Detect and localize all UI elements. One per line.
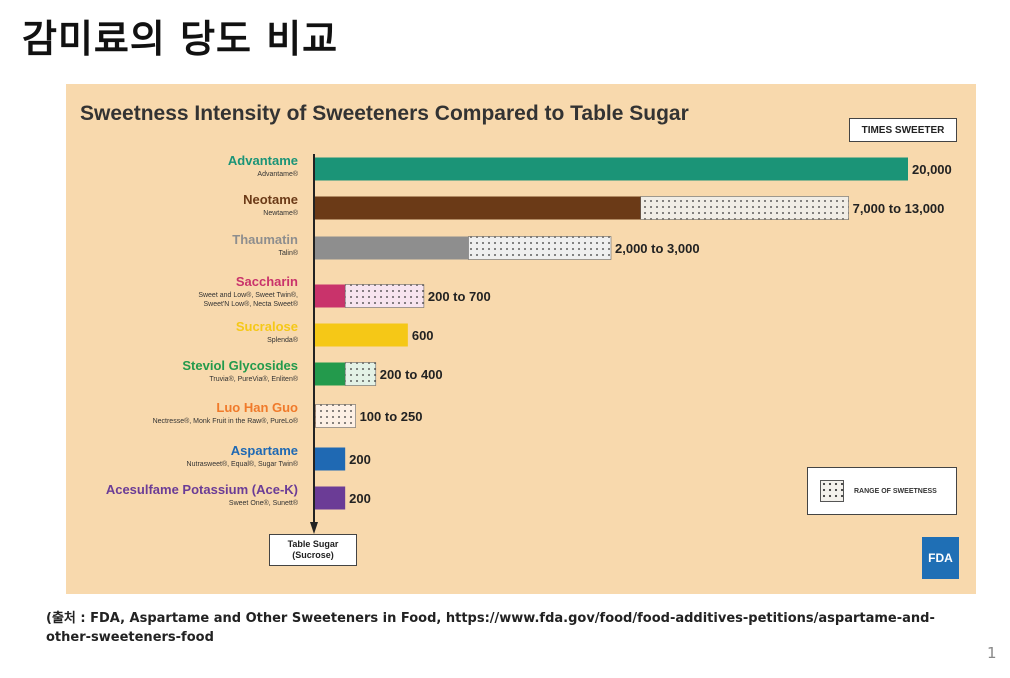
slide-title: 감미료의 당도 비교: [22, 17, 339, 61]
baseline-label-line1: Table Sugar: [287, 539, 339, 549]
source-line-2: other-sweeteners-food: [46, 630, 214, 645]
brand-label-4-0: Splenda®: [267, 336, 299, 344]
page-number: 1: [987, 644, 997, 662]
value-label-5: 200 to 400: [380, 367, 443, 382]
fda-logo: FDA: [922, 537, 959, 579]
chart-title: Sweetness Intensity of Sweeteners Compar…: [80, 102, 689, 125]
brand-label-2-0: Talin®: [278, 249, 298, 257]
sweetener-name-1: Neotame: [243, 192, 298, 207]
brand-label-1-0: Newtame®: [263, 209, 299, 217]
brand-label-3-1: Sweet'N Low®, Necta Sweet®: [203, 300, 298, 308]
brand-label-6-0: Nectresse®, Monk Fruit in the Raw®, Pure…: [153, 417, 299, 425]
sweetener-name-8: Acesulfame Potassium (Ace-K): [106, 482, 298, 497]
sweetener-name-0: Advantame: [228, 153, 298, 168]
brand-label-0-0: Advantame®: [257, 170, 298, 178]
bar-2: [315, 236, 469, 260]
value-label-6: 100 to 250: [360, 409, 423, 424]
brand-label-3-0: Sweet and Low®, Sweet Twin®,: [198, 291, 298, 299]
value-label-0: 20,000: [912, 162, 952, 177]
brand-label-5-0: Truvia®, PureVia®, Enliten®: [209, 375, 298, 383]
bar-1: [315, 196, 641, 220]
sweetener-name-7: Aspartame: [231, 443, 298, 458]
value-label-4: 600: [412, 328, 434, 343]
range-bar-5: [344, 362, 377, 386]
sweetener-name-5: Steviol Glycosides: [182, 358, 298, 373]
brand-label-7-0: Nutrasweet®, Equal®, Sugar Twin®: [187, 460, 299, 468]
axis-arrow-icon: [310, 522, 318, 534]
range-bar-1: [640, 196, 849, 220]
chart-panel: Sweetness Intensity of Sweeteners Compar…: [66, 84, 976, 594]
baseline-label-line2: (Sucrose): [292, 550, 334, 560]
bar-4: [315, 323, 408, 347]
sweetener-name-6: Luo Han Guo: [216, 400, 298, 415]
brand-label-8-0: Sweet One®, Sunett®: [229, 499, 299, 507]
value-label-8: 200: [349, 491, 371, 506]
times-sweeter-label: TIMES SWEETER: [849, 118, 957, 142]
range-bar-6: [315, 404, 356, 428]
sweetener-name-4: Sucralose: [236, 319, 298, 334]
value-label-1: 7,000 to 13,000: [853, 201, 945, 216]
bar-8: [315, 486, 346, 510]
sweetener-name-3: Saccharin: [236, 274, 298, 289]
bar-3: [315, 284, 346, 308]
source-citation: (출처 : FDA, Aspartame and Other Sweetener…: [46, 609, 976, 647]
legend: RANGE OF SWEETNESS: [807, 467, 957, 515]
table-sugar-baseline: Table Sugar (Sucrose): [269, 534, 357, 566]
source-line-1: (출처 : FDA, Aspartame and Other Sweetener…: [46, 611, 935, 626]
value-label-3: 200 to 700: [428, 289, 491, 304]
sweetness-bar-chart: 20,000 Advantame Advantame® 7,000 to 13,000…: [106, 153, 952, 534]
value-label-2: 2,000 to 3,000: [615, 241, 700, 256]
legend-range-label: RANGE OF SWEETNESS: [854, 487, 937, 495]
bar-0: [315, 157, 908, 181]
value-label-7: 200: [349, 452, 371, 467]
sweetener-name-2: Thaumatin: [232, 232, 298, 247]
bar-7: [315, 447, 346, 471]
bar-5: [315, 362, 346, 386]
range-swatch-icon: [820, 480, 844, 502]
range-bar-3: [344, 284, 425, 308]
range-bar-2: [468, 236, 612, 260]
